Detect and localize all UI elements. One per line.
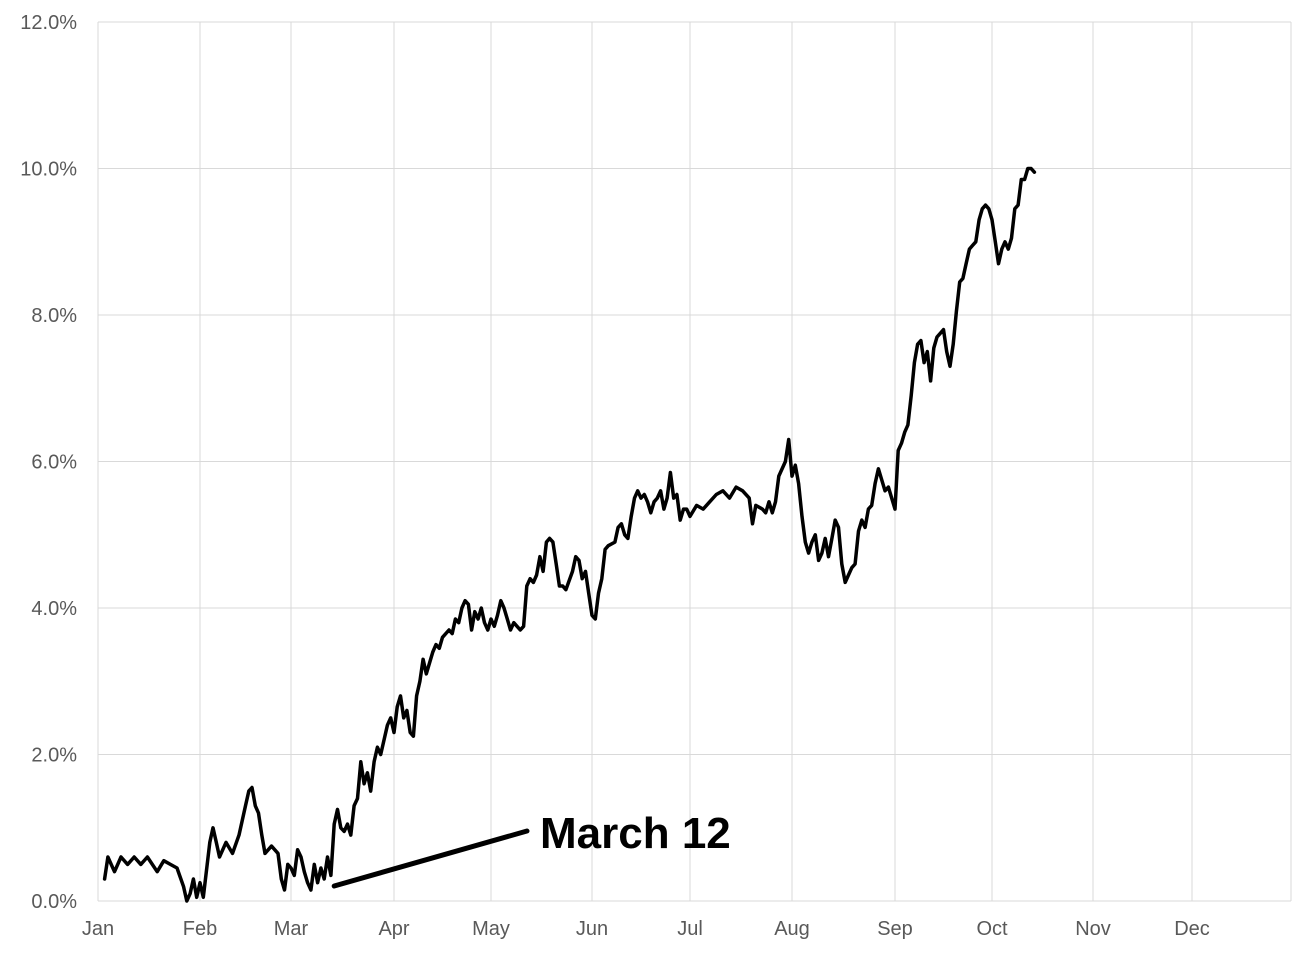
y-tick-label: 8.0% (31, 305, 77, 327)
y-tick-label: 4.0% (31, 598, 77, 620)
y-axis-tick-labels: 0.0% 2.0% 4.0% 6.0% 8.0% 10.0% 12.0% (20, 12, 77, 913)
x-tick-label: Feb (183, 918, 217, 940)
annotation-leader-line (331, 828, 530, 889)
y-tick-label: 12.0% (20, 12, 77, 34)
y-tick-label: 10.0% (20, 159, 77, 181)
x-tick-label: Oct (976, 918, 1008, 940)
x-tick-label: May (472, 918, 510, 940)
grid-lines (97, 21, 1292, 902)
x-tick-label: Mar (274, 918, 309, 940)
x-tick-label: Jul (677, 918, 703, 940)
x-tick-label: Aug (774, 918, 810, 940)
x-tick-label: Sep (877, 918, 913, 940)
y-tick-label: 0.0% (31, 891, 77, 913)
annotation-label: March 12 (540, 809, 731, 858)
x-tick-label: Jun (576, 918, 608, 940)
x-tick-label: Jan (82, 918, 114, 940)
x-axis-tick-labels: Jan Feb Mar Apr May Jun Jul Aug Sep Oct Nov Dec (82, 918, 1210, 940)
series-line (102, 166, 1037, 903)
x-tick-label: Dec (1174, 918, 1210, 940)
y-tick-label: 2.0% (31, 745, 77, 767)
x-tick-label: Apr (378, 918, 409, 940)
x-tick-label: Nov (1075, 918, 1111, 940)
y-tick-label: 6.0% (31, 452, 77, 474)
